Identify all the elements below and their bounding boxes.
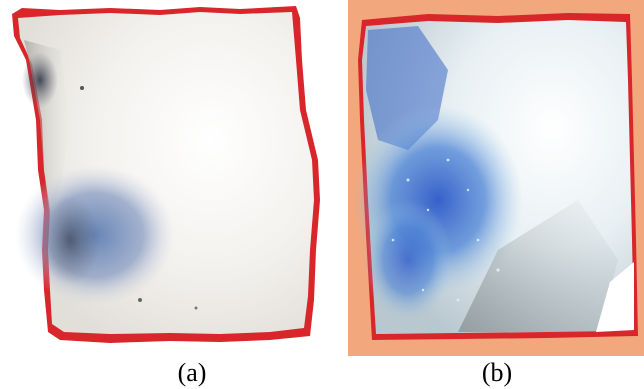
caption-a: (a) — [177, 358, 207, 387]
caption-b: (b) — [481, 358, 513, 387]
glitter-specks — [391, 158, 520, 302]
sample-photo-b — [348, 0, 644, 356]
sample-photo-a — [12, 6, 320, 343]
